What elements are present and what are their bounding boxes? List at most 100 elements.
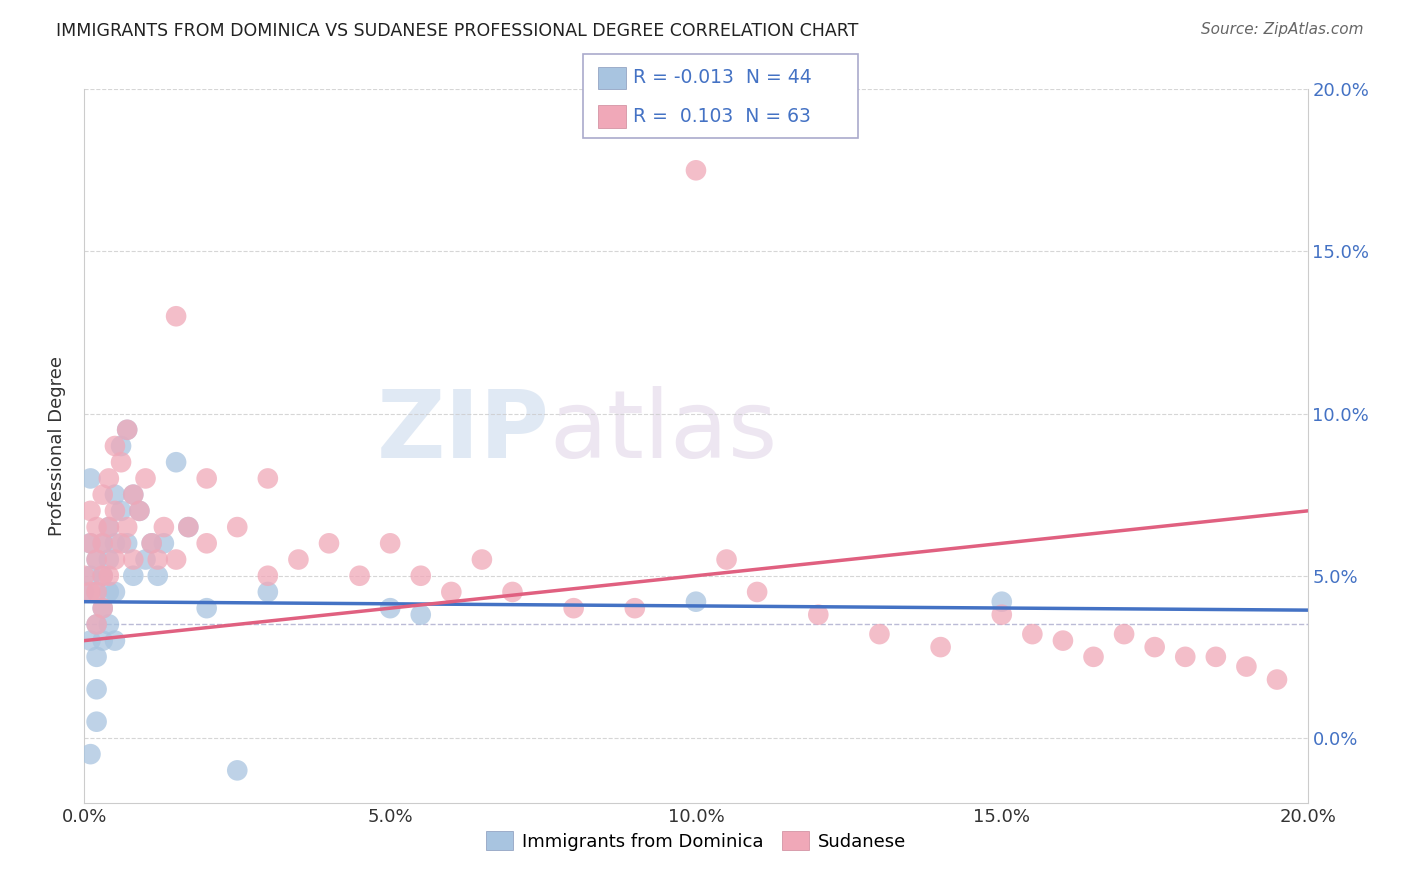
Text: R = -0.013  N = 44: R = -0.013 N = 44 [633, 68, 811, 87]
Point [1052, 633, 1074, 648]
Text: atlas: atlas [550, 385, 778, 478]
Point [1174, 649, 1197, 664]
Point [122, 488, 145, 502]
Point [685, 163, 707, 178]
Point [110, 439, 132, 453]
Point [79, 471, 101, 485]
Y-axis label: Professional Degree: Professional Degree [48, 356, 66, 536]
Point [128, 504, 150, 518]
Point [807, 607, 830, 622]
Point [104, 536, 127, 550]
Point [562, 601, 585, 615]
Text: Source: ZipAtlas.com: Source: ZipAtlas.com [1201, 22, 1364, 37]
Point [471, 552, 494, 566]
Point [115, 536, 138, 550]
Point [257, 471, 280, 485]
Point [747, 585, 769, 599]
Point [128, 504, 150, 518]
Point [1083, 649, 1105, 664]
Point [929, 640, 952, 654]
Point [86, 552, 108, 566]
Point [380, 536, 402, 550]
Point [226, 520, 249, 534]
Point [141, 536, 163, 550]
Point [104, 633, 127, 648]
Point [79, 633, 101, 648]
Point [165, 310, 187, 324]
Point [685, 595, 707, 609]
Point [991, 595, 1014, 609]
Point [380, 601, 402, 615]
Point [86, 520, 108, 534]
Point [122, 488, 145, 502]
Point [86, 552, 108, 566]
Point [104, 504, 127, 518]
Point [79, 585, 101, 599]
Point [287, 552, 309, 566]
Point [91, 601, 114, 615]
Point [1143, 640, 1166, 654]
Point [91, 568, 114, 582]
Point [177, 520, 200, 534]
Point [1205, 649, 1227, 664]
Point [73, 568, 96, 582]
Point [440, 585, 463, 599]
Point [318, 536, 340, 550]
Point [86, 682, 108, 697]
Point [91, 633, 114, 648]
Point [110, 504, 132, 518]
Point [86, 617, 108, 632]
Point [97, 585, 120, 599]
Point [97, 471, 120, 485]
Point [165, 552, 187, 566]
Point [195, 471, 218, 485]
Point [79, 747, 101, 761]
Point [115, 520, 138, 534]
Point [86, 585, 108, 599]
Point [226, 764, 249, 778]
Point [409, 568, 432, 582]
Point [141, 536, 163, 550]
Point [1265, 673, 1288, 687]
Point [91, 536, 114, 550]
Point [146, 552, 169, 566]
Point [97, 552, 120, 566]
Point [97, 568, 120, 582]
Point [115, 423, 138, 437]
Point [91, 601, 114, 615]
Text: R =  0.103  N = 63: R = 0.103 N = 63 [633, 107, 811, 127]
Point [146, 568, 169, 582]
Point [91, 488, 114, 502]
Point [153, 536, 176, 550]
Point [104, 552, 127, 566]
Point [177, 520, 200, 534]
Text: ZIP: ZIP [377, 385, 550, 478]
Point [79, 536, 101, 550]
Point [79, 568, 101, 582]
Point [135, 471, 157, 485]
Point [195, 536, 218, 550]
Point [122, 552, 145, 566]
Point [257, 568, 280, 582]
Point [135, 552, 157, 566]
Point [153, 520, 176, 534]
Point [349, 568, 371, 582]
Legend: Immigrants from Dominica, Sudanese: Immigrants from Dominica, Sudanese [478, 824, 914, 858]
Point [104, 488, 127, 502]
Point [91, 536, 114, 550]
Point [409, 607, 432, 622]
Point [257, 585, 280, 599]
Text: IMMIGRANTS FROM DOMINICA VS SUDANESE PROFESSIONAL DEGREE CORRELATION CHART: IMMIGRANTS FROM DOMINICA VS SUDANESE PRO… [56, 22, 859, 40]
Point [91, 568, 114, 582]
Point [97, 617, 120, 632]
Point [86, 714, 108, 729]
Point [165, 455, 187, 469]
Point [716, 552, 738, 566]
Point [79, 504, 101, 518]
Point [97, 520, 120, 534]
Point [104, 585, 127, 599]
Point [115, 423, 138, 437]
Point [86, 617, 108, 632]
Point [1114, 627, 1136, 641]
Point [122, 568, 145, 582]
